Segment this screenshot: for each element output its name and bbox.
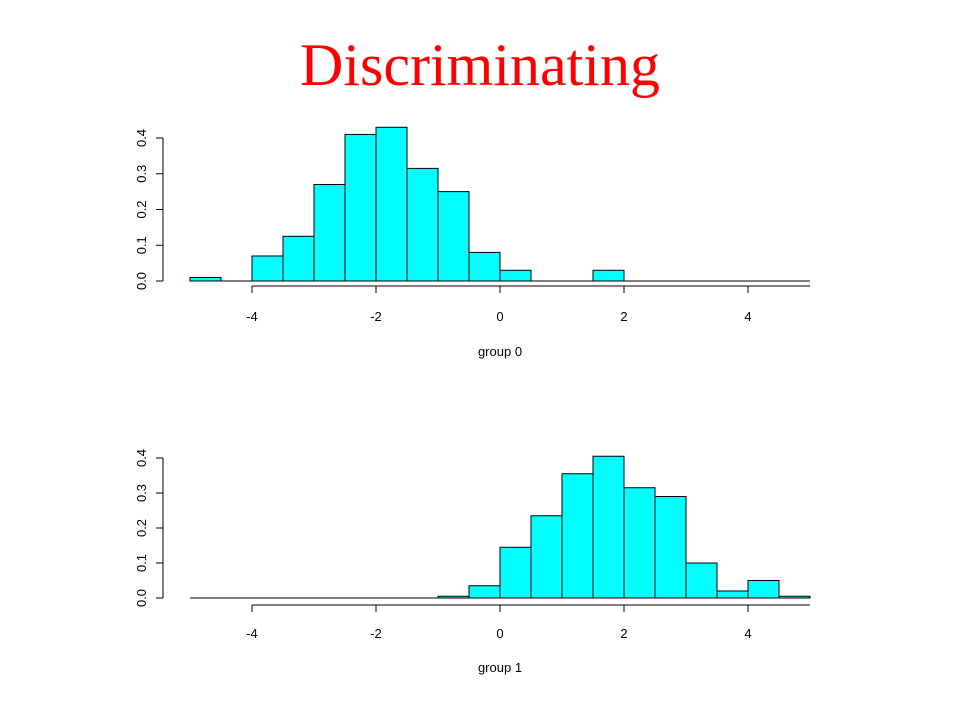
x-tick-label: 0 (496, 309, 503, 324)
histogram-bar (313, 183, 346, 282)
histogram-bar (716, 590, 749, 599)
y-tick-label: 0.0 (134, 589, 149, 607)
histogram-bar (592, 269, 625, 282)
histogram-bar (468, 251, 501, 282)
y-tick-label: 0.4 (134, 449, 149, 467)
y-tick-label: 0.4 (134, 129, 149, 147)
histogram-bar (375, 126, 408, 282)
x-tick-label: -2 (370, 626, 382, 641)
y-tick-label: 0.2 (134, 200, 149, 218)
histogram-bar (189, 276, 222, 282)
histogram-bar (685, 562, 718, 599)
y-tick-label: 0.3 (134, 165, 149, 183)
histogram-bar (406, 167, 439, 282)
histogram-bar (344, 133, 377, 282)
y-tick-label: 0.0 (134, 272, 149, 290)
histogram-bar (623, 487, 656, 599)
x-axis-label: group 0 (478, 344, 522, 359)
x-tick-label: -4 (246, 309, 258, 324)
x-tick-label: -2 (370, 309, 382, 324)
histogram-bar (251, 255, 284, 282)
histogram-group-0: -4 -2 0 2 4 group 0 0.0 0.1 0.2 0.3 0.4 (134, 126, 810, 359)
x-tick-label: 2 (620, 626, 627, 641)
histogram-group-1: -4 -2 0 2 4 group 1 0.0 0.1 0.2 0.3 0.4 (134, 449, 811, 675)
histogram-bar (561, 473, 594, 599)
x-tick-label: 2 (620, 309, 627, 324)
x-tick-label: -4 (246, 626, 258, 641)
histogram-bar (530, 515, 563, 599)
histogram-bar (437, 191, 470, 282)
histogram-bar (747, 580, 780, 599)
x-axis-label: group 1 (478, 660, 522, 675)
x-tick-label: 4 (744, 626, 751, 641)
slide-title: Discriminating (300, 32, 660, 98)
histogram-bar (592, 455, 625, 599)
histogram-bar (499, 269, 532, 282)
histogram-bar (499, 546, 532, 599)
x-tick-label: 4 (744, 309, 751, 324)
y-tick-label: 0.1 (134, 554, 149, 572)
histogram-bar (468, 585, 501, 599)
x-tick-label: 0 (496, 626, 503, 641)
histogram-bar (654, 496, 687, 599)
histogram-bar (282, 235, 315, 282)
y-tick-label: 0.2 (134, 519, 149, 537)
y-tick-label: 0.3 (134, 484, 149, 502)
y-tick-label: 0.1 (134, 236, 149, 254)
